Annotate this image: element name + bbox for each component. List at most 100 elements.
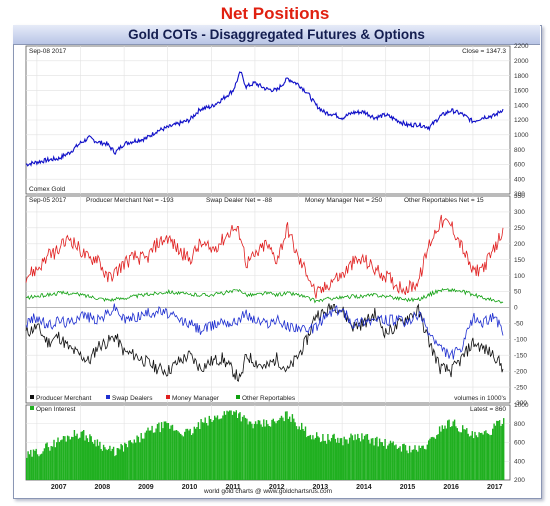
oi-bar (107, 448, 110, 480)
net-ytick-label: -50 (514, 321, 524, 328)
oi-bar (389, 440, 392, 480)
oi-bar (347, 443, 349, 480)
oi-bar (57, 437, 59, 480)
oi-bar (141, 438, 144, 480)
oi-bar (503, 418, 505, 480)
oi-bar (290, 421, 292, 480)
oi-bar (429, 438, 431, 480)
oi-bar (62, 436, 65, 480)
oi-bar (355, 439, 358, 480)
oi-bar (474, 431, 476, 480)
oi-bar (207, 425, 209, 480)
oi-bar (144, 432, 146, 480)
oi-bar (244, 417, 247, 480)
oi-bar (154, 432, 156, 480)
oi-bar (155, 428, 157, 480)
oi-bar (246, 418, 248, 480)
oi-bar (463, 429, 465, 480)
oi-bar (114, 456, 116, 480)
oi-bar (238, 413, 240, 480)
oi-bar (330, 438, 333, 480)
oi-bar (413, 449, 415, 480)
oi-bar (120, 443, 122, 480)
oi-bar (402, 444, 404, 480)
oi-bar (388, 443, 390, 480)
oi-bar (58, 441, 61, 480)
oi-bar (45, 443, 47, 480)
oi-bar (252, 428, 254, 480)
oi-bar (185, 428, 187, 480)
oi-bar (387, 445, 389, 480)
oi-bar (111, 448, 113, 480)
oi-bar (307, 436, 309, 480)
oi-bar (199, 429, 201, 480)
oi-bar (494, 425, 497, 480)
oi-bar (369, 443, 371, 480)
oi-bar (35, 448, 37, 480)
oi-bar (372, 438, 374, 480)
legend-money-label: Money Manager (172, 395, 220, 402)
oi-bar (68, 436, 70, 480)
oi-bar (346, 439, 348, 480)
oi-bar (380, 442, 382, 480)
oi-bar (325, 443, 328, 480)
oi-bar (445, 428, 448, 480)
oi-bar (423, 448, 426, 480)
oi-bar (216, 415, 219, 480)
oi-bar (359, 441, 362, 480)
oi-bar (357, 433, 359, 480)
swap-net-readout: Swap Dealer Net = -88 (206, 197, 272, 204)
oi-bar (298, 426, 300, 480)
net-ytick-label: 0 (514, 305, 518, 312)
oi-bar (428, 440, 430, 480)
oi-bar (295, 426, 298, 480)
oi-bar (452, 421, 454, 480)
oi-bar (314, 437, 317, 480)
oi-bar (490, 434, 493, 480)
oi-bar (140, 433, 142, 480)
oi-bar (254, 421, 257, 480)
oi-bar (333, 433, 335, 480)
oi-bar (159, 432, 161, 480)
oi-bar (464, 429, 467, 480)
oi-bar (124, 442, 126, 480)
oi-bar (97, 445, 100, 480)
price-ytick-label: 2000 (514, 58, 529, 65)
oi-bar (130, 442, 133, 480)
oi-bar (487, 433, 490, 480)
oi-bar (66, 435, 69, 480)
oi-bar (354, 434, 356, 480)
oi-bar (332, 434, 334, 480)
oi-bar (102, 444, 105, 480)
oi-bar (50, 446, 52, 480)
net-ytick-label: -100 (514, 337, 527, 344)
oi-bar (156, 424, 159, 480)
oi-bar (166, 423, 168, 480)
oi-bar (430, 437, 433, 480)
oi-bar (433, 437, 435, 480)
oi-bar (438, 426, 441, 480)
oi-bar (75, 435, 77, 480)
oi-bar (319, 442, 322, 480)
net-series-other-line (25, 287, 504, 304)
oi-bar (477, 437, 479, 480)
price-close-readout: Close = 1347.3 (462, 48, 506, 55)
oi-bar (301, 422, 303, 480)
price-line (25, 71, 504, 167)
price-ytick-label: 1600 (514, 88, 529, 95)
net-date-label: Sep-05 2017 (29, 197, 67, 204)
x-year-label: 2008 (95, 484, 111, 491)
oi-bar (398, 447, 400, 480)
oi-ytick-label: 800 (514, 421, 525, 428)
oi-bar (227, 411, 230, 480)
oi-bar (174, 430, 176, 480)
oi-bar (368, 439, 370, 480)
oi-bar (95, 446, 97, 480)
oi-bar (302, 429, 304, 480)
oi-bar (89, 434, 91, 480)
oi-bar (210, 419, 212, 480)
oi-bar (249, 421, 252, 480)
net-ytick-label: 350 (514, 193, 525, 200)
oi-bar (304, 426, 307, 480)
oi-bar (36, 454, 39, 480)
